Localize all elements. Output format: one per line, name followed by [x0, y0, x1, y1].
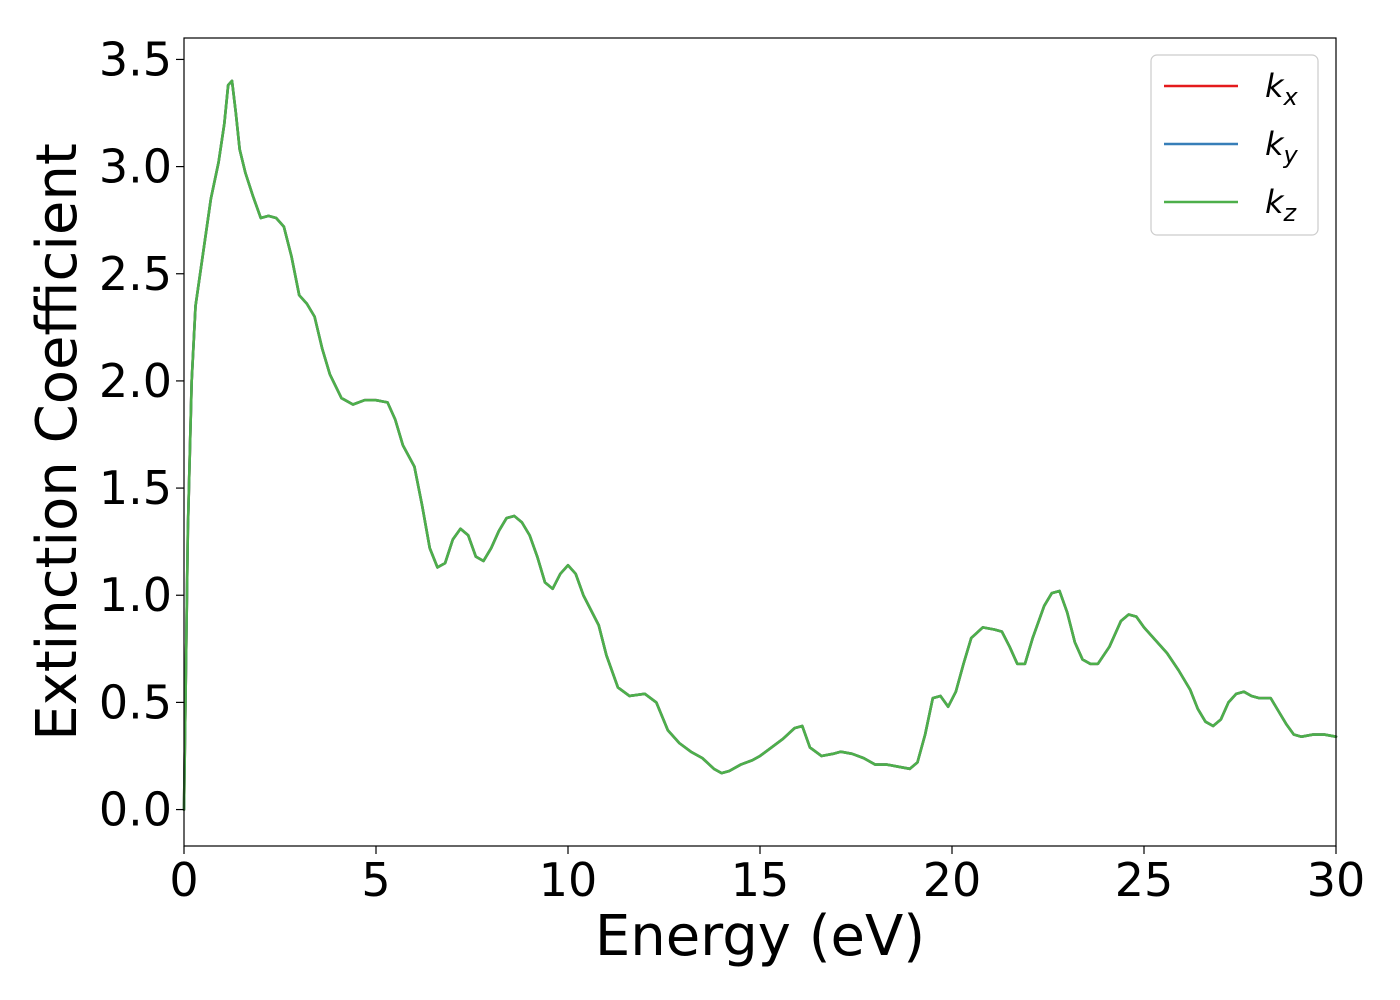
x-axis-ticks: 0 5 10 15 20 25 30 — [169, 846, 1365, 907]
y-axis-ticks: 0.0 0.5 1.0 1.5 2.0 2.5 3.0 3.5 — [99, 32, 184, 837]
y-tick-label: 3.5 — [99, 32, 172, 86]
legend: kx ky kz — [1150, 54, 1319, 236]
series-line-z — [182, 79, 1338, 811]
y-tick-label: 2.0 — [99, 354, 172, 408]
x-tick-label: 20 — [923, 853, 982, 907]
x-axis-label: Energy (eV) — [595, 904, 925, 969]
x-tick-label: 0 — [169, 853, 198, 907]
x-tick-label: 25 — [1115, 853, 1174, 907]
series-layer — [182, 79, 1338, 811]
y-tick-label: 2.5 — [99, 247, 172, 301]
y-tick-label: 3.0 — [99, 140, 172, 194]
x-tick-label: 10 — [539, 853, 598, 907]
x-tick-label: 5 — [361, 853, 390, 907]
y-axis-label: Extinction Coefficient — [25, 143, 90, 741]
x-tick-label: 15 — [731, 853, 790, 907]
legend-label-y: ky — [1265, 125, 1299, 169]
y-tick-label: 0.5 — [99, 675, 172, 729]
legend-label-x: kx — [1265, 67, 1299, 111]
x-tick-label: 30 — [1307, 853, 1366, 907]
y-tick-label: 1.5 — [99, 461, 172, 515]
y-tick-label: 1.0 — [99, 568, 172, 622]
y-tick-label: 0.0 — [99, 783, 172, 837]
legend-label-z: kz — [1265, 183, 1298, 227]
